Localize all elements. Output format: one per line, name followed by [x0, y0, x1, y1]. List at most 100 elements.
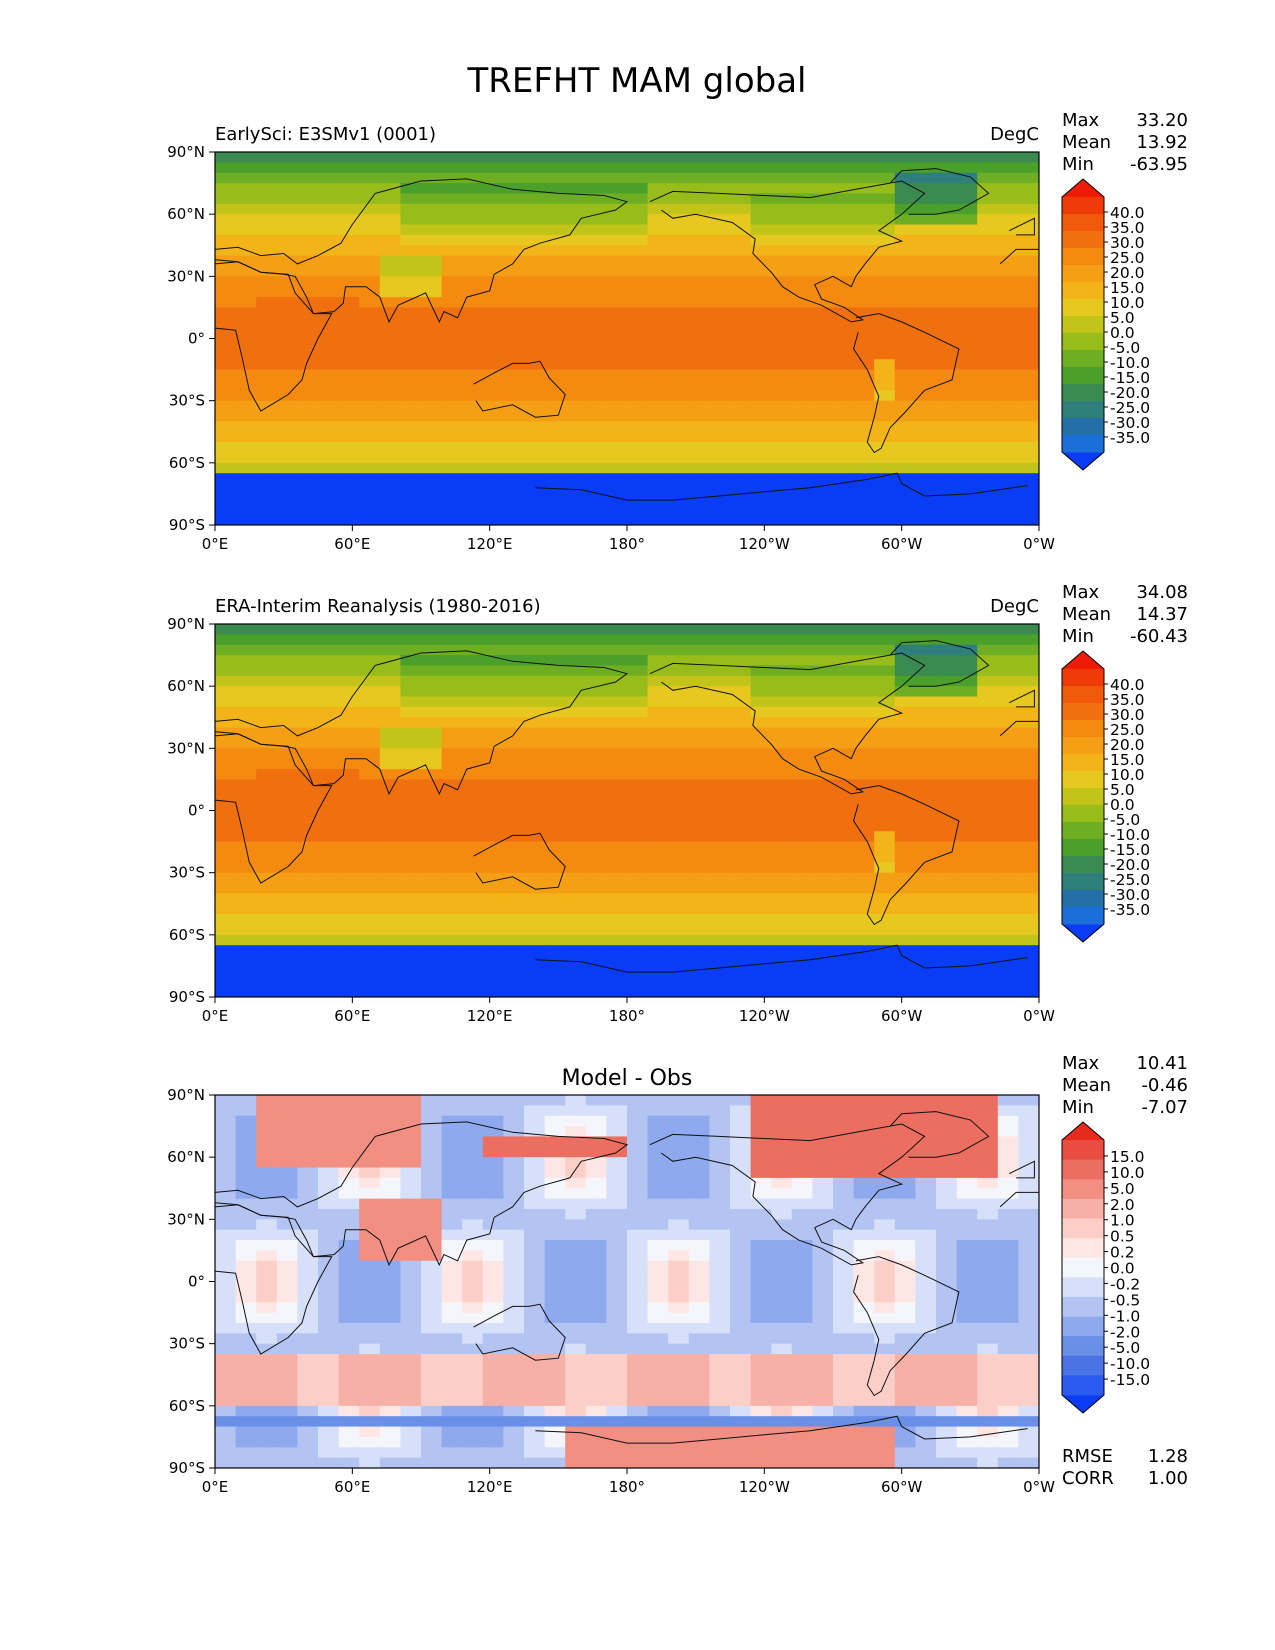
- field-cell: [318, 1405, 340, 1417]
- field-cell: [977, 976, 999, 988]
- field-cell: [688, 758, 710, 770]
- field-cell: [750, 1281, 772, 1293]
- field-cell: [956, 421, 978, 433]
- field-cell: [235, 655, 257, 667]
- field-cell: [359, 717, 381, 729]
- field-cell: [421, 1157, 443, 1169]
- field-cell: [215, 1291, 237, 1303]
- field-cell: [730, 883, 752, 894]
- field-cell: [688, 1198, 710, 1210]
- field-cell: [400, 442, 422, 454]
- field-cell: [668, 317, 690, 329]
- field-cell: [235, 883, 257, 894]
- field-cell: [544, 1188, 566, 1200]
- field-cell: [585, 758, 607, 770]
- field-cell: [750, 359, 772, 371]
- field-cell: [379, 172, 401, 184]
- field-cell: [524, 245, 546, 257]
- field-cell: [421, 162, 443, 174]
- field-cell: [297, 193, 319, 205]
- colorbar-tick-label: 35.0: [1110, 691, 1145, 709]
- field-cell: [1018, 234, 1039, 246]
- field-cell: [215, 1146, 237, 1158]
- field-cell: [256, 1136, 278, 1148]
- field-cell: [977, 162, 999, 174]
- y-tick-label: 30°S: [169, 1335, 205, 1353]
- field-cell: [462, 696, 484, 708]
- field-cell: [1018, 172, 1039, 184]
- field-cell: [688, 914, 710, 926]
- field-cell: [997, 841, 1019, 853]
- field-cell: [688, 411, 710, 422]
- field-cell: [585, 442, 607, 454]
- field-cell: [462, 1281, 484, 1293]
- field-cell: [1018, 431, 1039, 443]
- field-cell: [894, 1395, 916, 1407]
- field-cell: [524, 400, 546, 412]
- field-cell: [400, 1115, 422, 1127]
- field-cell: [400, 706, 422, 718]
- field-cell: [441, 1198, 463, 1210]
- field-cell: [421, 686, 443, 698]
- field-cell: [524, 779, 546, 791]
- field-cell: [441, 234, 463, 246]
- field-cell: [647, 624, 669, 635]
- field-cell: [359, 831, 381, 843]
- field-cell: [276, 624, 298, 635]
- field-cell: [997, 431, 1019, 443]
- field-cell: [936, 307, 958, 319]
- field-cell: [400, 1198, 422, 1210]
- field-cell: [936, 1188, 958, 1200]
- field-cell: [276, 986, 298, 997]
- field-cell: [441, 1208, 463, 1220]
- colorbar-tick-label: 0.5: [1110, 1228, 1135, 1246]
- x-tick-label: 120°E: [467, 1007, 513, 1025]
- field-cell: [853, 462, 875, 474]
- field-cell: [709, 1343, 731, 1355]
- field-cell: [441, 317, 463, 329]
- field-cell: [709, 297, 731, 309]
- field-cell: [215, 162, 237, 174]
- field-cell: [318, 369, 340, 381]
- field-cell: [750, 675, 772, 687]
- field-cell: [833, 862, 855, 874]
- field-cell: [936, 421, 958, 433]
- field-cell: [791, 737, 813, 749]
- field-cell: [956, 800, 978, 812]
- field-cell: [956, 810, 978, 822]
- field-cell: [235, 390, 257, 402]
- field-cell: [894, 717, 916, 729]
- field-cell: [379, 872, 401, 884]
- field-cell: [400, 810, 422, 822]
- field-cell: [379, 1281, 401, 1293]
- field-cell: [956, 1136, 978, 1148]
- field-cell: [812, 183, 834, 195]
- field-cell: [441, 1354, 463, 1365]
- field-cell: [606, 893, 628, 905]
- field-cell: [565, 924, 587, 936]
- field-cell: [503, 183, 525, 195]
- field-cell: [771, 390, 793, 402]
- field-cell: [688, 706, 710, 718]
- field-cell: [709, 442, 731, 454]
- field-cell: [338, 214, 360, 226]
- field-cell: [379, 265, 401, 277]
- field-cell: [688, 686, 710, 698]
- field-cell: [359, 369, 381, 381]
- field-cell: [462, 665, 484, 677]
- field-cell: [297, 224, 319, 236]
- stat-value: 1.00: [1148, 1468, 1188, 1489]
- field-cell: [791, 1095, 813, 1106]
- field-cell: [359, 644, 381, 656]
- field-cell: [977, 255, 999, 267]
- field-cell: [668, 748, 690, 760]
- field-cell: [297, 359, 319, 371]
- field-cell: [482, 1416, 504, 1428]
- field-cell: [256, 1095, 278, 1106]
- field-cell: [400, 286, 422, 298]
- field-cell: [730, 1136, 752, 1148]
- field-cell: [421, 1188, 443, 1200]
- field-cell: [462, 1198, 484, 1210]
- x-tick-label: 120°W: [739, 1007, 790, 1025]
- field-cell: [215, 172, 237, 184]
